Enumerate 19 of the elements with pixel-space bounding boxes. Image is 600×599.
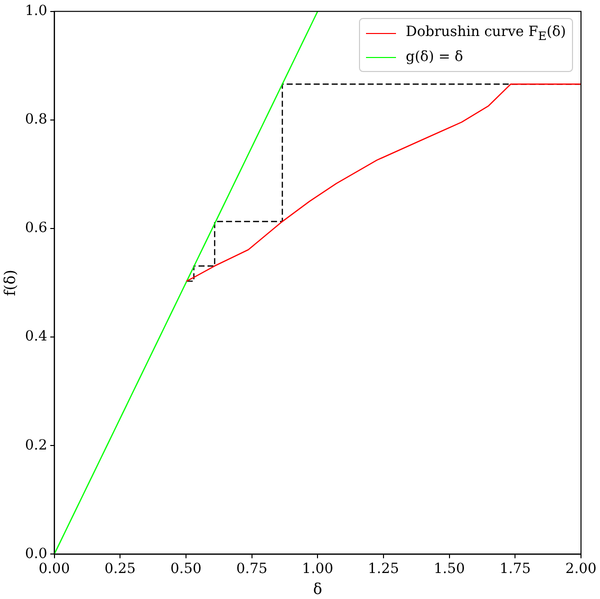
y-tick-label: 1.0 xyxy=(25,3,48,20)
x-tick-label: 0.25 xyxy=(104,561,136,578)
y-tick-label: 0.4 xyxy=(25,328,48,345)
x-tick-label: 1.25 xyxy=(368,561,400,578)
y-tick-label: 0.0 xyxy=(25,546,48,562)
x-tick-label: 0.00 xyxy=(38,561,70,578)
legend-label: Dobrushin curve F$_{E}$(δ) xyxy=(406,24,566,42)
x-tick-label: 1.50 xyxy=(434,561,465,578)
x-tick-label: 1.75 xyxy=(500,561,531,578)
x-tick-label: 0.50 xyxy=(170,561,202,578)
y-tick-label: 0.8 xyxy=(25,112,48,128)
x-tick-label: 2.00 xyxy=(565,561,597,578)
y-tick-label: 0.2 xyxy=(25,437,48,454)
x-axis-title: δ xyxy=(313,580,322,598)
y-tick-label: 0.6 xyxy=(25,220,48,236)
legend-label: g(δ) = δ xyxy=(406,49,464,65)
y-axis-title: f(δ) xyxy=(0,270,19,296)
x-tick-label: 1.00 xyxy=(302,561,334,578)
x-tick-label: 0.75 xyxy=(236,561,268,578)
